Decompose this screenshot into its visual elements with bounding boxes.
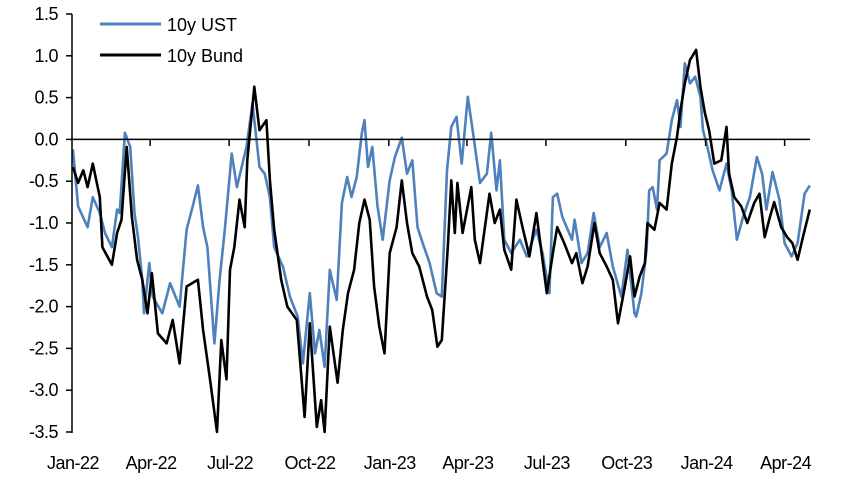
y-ticks: 1.5 1.0 0.5 0.0 -0.5 -1.0 -1.5 -2.0 -2.5 -3.0 -3.5 [29,4,72,442]
x-ticks: Jan-22 Apr-22 Jul-22 Oct-22 Jan-23 Apr-23 Jul-… [47,139,812,473]
y-tick-label: -0.5 [29,171,59,191]
y-tick-label: 0.0 [34,129,58,149]
series-line-10y-bund [71,48,812,434]
series-line-10y-ust [71,61,811,369]
x-tick-label: Jul-23 [524,453,571,473]
y-tick-label: -3.0 [29,380,59,400]
legend-label-bund: 10y Bund [167,46,243,66]
y-tick-label: -3.5 [29,422,59,442]
y-tick-label: 1.0 [34,46,58,66]
legend-label-ust: 10y UST [167,15,237,35]
x-tick-label: Apr-22 [126,453,178,473]
y-tick-label: -1.0 [29,213,59,233]
y-tick-label: -1.5 [29,255,59,275]
x-tick-label: Apr-24 [760,453,812,473]
x-tick-label: Oct-22 [284,453,336,473]
series-layer [71,48,812,434]
x-tick-label: Apr-23 [442,453,494,473]
legend: 10y UST 10y Bund [100,15,243,66]
x-tick-label: Jul-22 [207,453,254,473]
y-tick-label: -2.0 [29,297,59,317]
y-tick-label: -2.5 [29,338,59,358]
y-tick-label: 1.5 [34,4,58,24]
x-tick-label: Jan-22 [47,453,100,473]
y-tick-label: 0.5 [34,88,58,108]
x-tick-label: Jan-24 [681,453,734,473]
x-tick-label: Jan-23 [364,453,417,473]
x-tick-label: Oct-23 [601,453,653,473]
